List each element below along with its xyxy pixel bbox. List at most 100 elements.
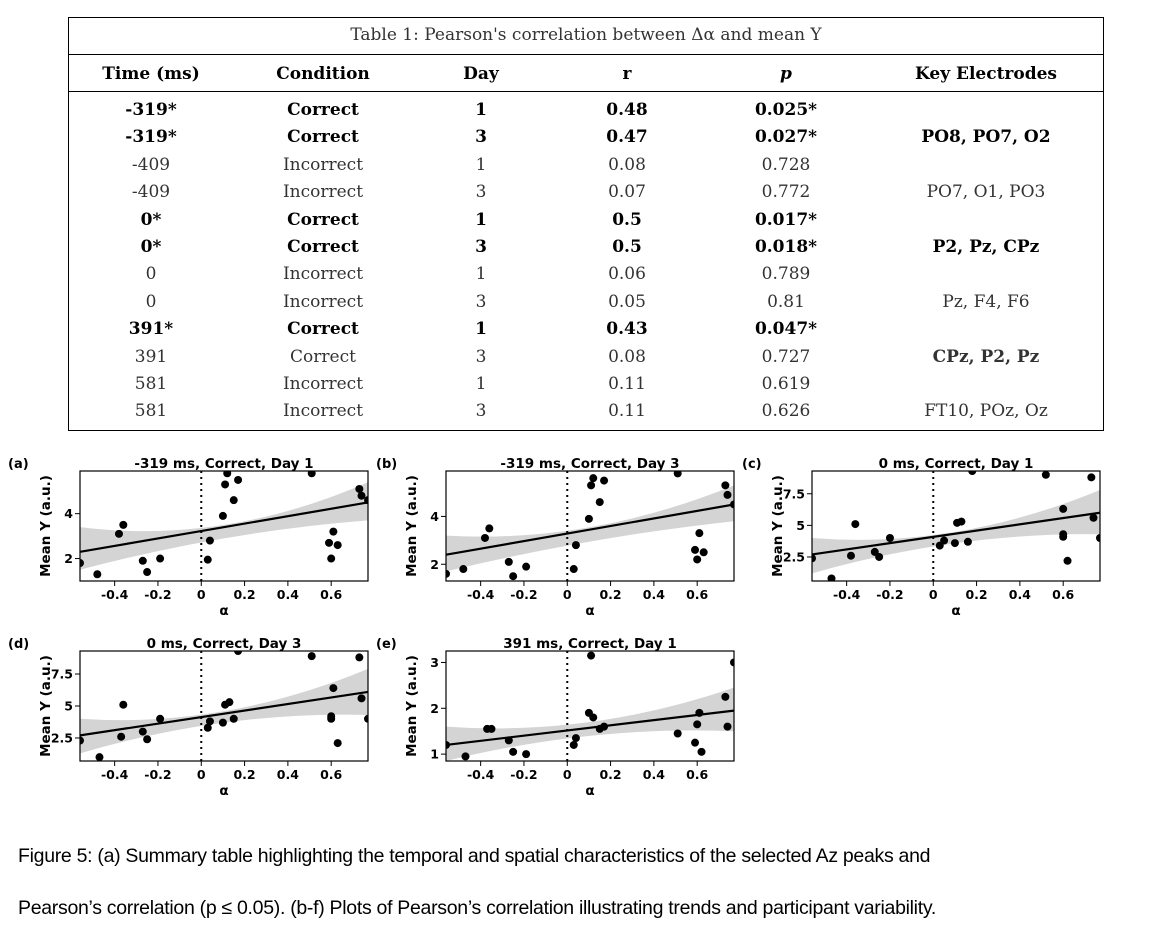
cell-time: 0	[145, 291, 157, 312]
plot-frame	[811, 470, 1101, 582]
cell-time: 0*	[140, 209, 162, 230]
x-tick-label: 0.4	[277, 587, 299, 602]
data-point	[695, 708, 704, 717]
x-tick-label: 0.4	[643, 767, 665, 782]
x-tick-label: -0.4	[833, 587, 861, 602]
cell-p: 0.047*	[754, 319, 818, 340]
y-tick-label: 3	[430, 655, 439, 670]
data-point	[234, 651, 243, 655]
y-tick-label: 2.5	[783, 549, 805, 564]
data-point	[693, 720, 702, 729]
data-point	[119, 700, 128, 709]
data-point	[1087, 473, 1096, 482]
data-point	[589, 474, 598, 483]
cell-p: 0.626	[761, 401, 811, 422]
plot-area	[446, 471, 734, 581]
cell-condition: Correct	[287, 319, 359, 340]
plot-title: 391 ms, Correct, Day 1	[503, 636, 677, 652]
cell-condition: Incorrect	[282, 182, 364, 203]
x-tick-label: -0.4	[467, 587, 495, 602]
data-point	[119, 520, 128, 529]
cell-r: 0.08	[608, 154, 646, 175]
cell-condition: Incorrect	[282, 154, 364, 175]
cell-condition: Incorrect	[282, 401, 364, 422]
x-tick-label: 0	[197, 587, 206, 602]
x-tick-label: 0.6	[686, 587, 708, 602]
panel-label: (b)	[376, 457, 397, 472]
data-point	[218, 718, 227, 727]
cell-time: -409	[131, 182, 171, 203]
cell-r: 0.11	[608, 401, 646, 422]
data-point	[80, 736, 84, 745]
y-axis-label: Mean Y (a.u.)	[770, 475, 786, 577]
data-point	[723, 722, 732, 731]
data-point	[1059, 504, 1068, 513]
cell-electrodes: PO8, PO7, O2	[921, 127, 1051, 148]
cell-p: 0.027*	[754, 127, 818, 148]
cell-day: 1	[475, 319, 487, 340]
cell-condition: Correct	[287, 127, 359, 148]
x-axis-label: α	[585, 603, 594, 619]
data-point	[504, 736, 513, 745]
data-point	[364, 714, 368, 723]
data-point	[487, 724, 496, 733]
cell-day: 3	[475, 401, 487, 422]
data-point	[875, 552, 884, 561]
cell-condition: Correct	[287, 100, 359, 120]
confidence-band	[812, 489, 1100, 574]
data-point	[522, 562, 531, 571]
confidence-band	[80, 482, 368, 570]
data-point	[333, 739, 342, 748]
cell-condition: Correct	[287, 209, 359, 230]
data-point	[485, 524, 494, 533]
data-point	[600, 722, 609, 731]
data-point	[851, 520, 860, 529]
data-point	[885, 534, 894, 543]
plot-title: 0 ms, Correct, Day 3	[147, 636, 302, 652]
data-point	[723, 490, 732, 499]
x-tick-label: 0.6	[686, 767, 708, 782]
confidence-band	[80, 668, 368, 754]
figure-caption-line-2: Pearson’s correlation (p ≤ 0.05). (b-f) …	[18, 897, 936, 919]
cell-electrodes: Pz, F4, F6	[942, 291, 1030, 312]
x-tick-label: -0.2	[876, 587, 903, 602]
cell-day: 3	[475, 237, 487, 257]
data-point	[307, 471, 316, 478]
plot-area	[812, 471, 1100, 581]
cell-time: -319*	[125, 127, 177, 148]
plot-title: -319 ms, Correct, Day 3	[500, 456, 679, 472]
data-point	[143, 735, 152, 744]
data-point	[730, 500, 734, 509]
header-r: r	[622, 64, 632, 84]
data-point	[569, 565, 578, 574]
x-tick-label: -0.4	[467, 767, 495, 782]
cell-condition: Correct	[290, 346, 356, 367]
cell-time: 581	[134, 401, 168, 422]
cell-p: 0.81	[767, 291, 805, 312]
data-point	[587, 651, 596, 660]
x-tick-label: 0	[563, 767, 572, 782]
panel-label: (c)	[742, 457, 762, 472]
x-tick-label: 0	[563, 587, 572, 602]
y-tick-label: 2	[430, 557, 439, 572]
regression-line	[446, 503, 734, 556]
x-tick-label: 0	[929, 587, 938, 602]
y-tick-label: 5	[796, 518, 805, 533]
data-point	[957, 517, 966, 526]
x-tick-label: 0.2	[233, 587, 255, 602]
data-point	[218, 511, 227, 520]
regression-line	[80, 501, 368, 553]
table-caption: Table 1: Pearson's correlation between Δ…	[350, 25, 822, 45]
x-tick-label: 0.4	[643, 587, 665, 602]
data-point	[1041, 471, 1050, 479]
data-point	[1089, 513, 1098, 522]
x-axis-label: α	[951, 603, 960, 619]
x-tick-label: 0	[197, 767, 206, 782]
data-point	[480, 533, 489, 542]
data-point	[364, 496, 368, 505]
y-tick-label: 2	[430, 701, 439, 716]
data-point	[812, 554, 816, 563]
cell-r: 0.08	[608, 346, 646, 367]
data-point	[697, 747, 706, 756]
data-point	[156, 554, 165, 563]
